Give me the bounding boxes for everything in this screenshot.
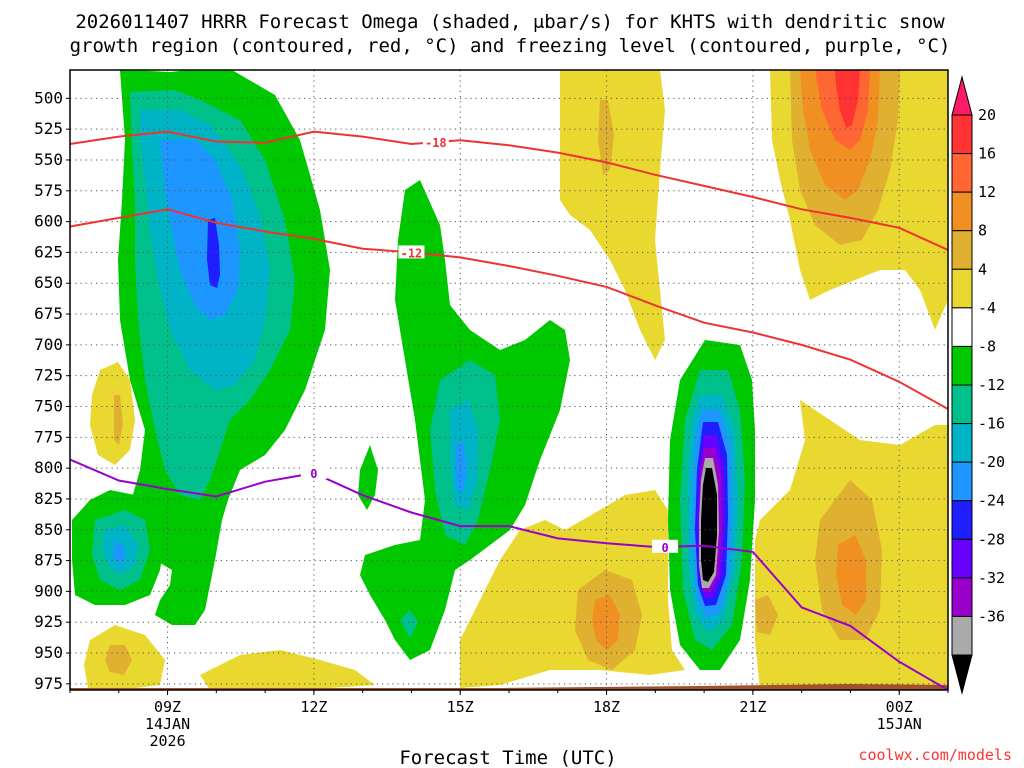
contour-label-freezing-level-2: 0 xyxy=(310,467,317,481)
colorbar-box xyxy=(951,230,973,270)
y-tick-label-550: 550 xyxy=(34,150,63,169)
x-tick-year-09Z: 2026 xyxy=(149,732,185,750)
y-tick-label-525: 525 xyxy=(34,119,63,138)
colorbar-box xyxy=(951,461,973,502)
colorbar-label: -32 xyxy=(978,569,1005,587)
pressure-grid xyxy=(70,70,948,690)
x-tick-label-09Z: 09Z xyxy=(154,698,181,716)
omega-darkblue-upper xyxy=(207,218,220,288)
omega-orange-left-small xyxy=(114,395,123,445)
contour-labels: -18 -12 0 0 xyxy=(300,135,679,555)
y-tick-label-725: 725 xyxy=(34,366,63,385)
contour-label-dendritic-growth-top-bg xyxy=(422,135,449,149)
omega-red-upper-right xyxy=(835,70,860,128)
contour-lines xyxy=(70,130,948,690)
colorbar-box xyxy=(951,615,973,656)
colorbar-box xyxy=(951,191,973,232)
omega-black-20z xyxy=(701,468,717,582)
y-tick-label-775: 775 xyxy=(34,427,63,446)
contour-dendritic-growth-bottom xyxy=(70,208,948,410)
colorbar-top-arrow xyxy=(951,75,973,116)
omega-teal-small-925 xyxy=(400,610,418,638)
colorbar-box xyxy=(951,307,973,347)
contour-label-freezing-level: 0 xyxy=(661,541,668,555)
y-tick-label-800: 800 xyxy=(34,458,63,477)
omega-blue-lowerleft xyxy=(113,540,126,565)
colorbar-box xyxy=(951,577,973,617)
contour-freezing-level xyxy=(70,458,948,690)
omega-green-small-13z xyxy=(358,445,378,510)
colorbar-label: -36 xyxy=(978,607,1005,625)
omega-orange2-lower-right xyxy=(836,535,866,615)
omega-yellow-upper-right-edge xyxy=(935,70,948,180)
colorbar-box xyxy=(951,500,973,540)
y-tick-label-650: 650 xyxy=(34,273,63,292)
colorbar-label: 8 xyxy=(978,222,987,240)
y-tick-label-700: 700 xyxy=(34,335,63,354)
colorbar-box xyxy=(951,423,973,463)
x-tick-label-00Z: 00Z xyxy=(886,698,913,716)
colorbar-label: -20 xyxy=(978,453,1005,471)
x-tick-label-12Z: 12Z xyxy=(300,698,327,716)
y-tick-label-850: 850 xyxy=(34,520,63,539)
omega-blue-15z xyxy=(456,440,467,495)
omega-orange-21z-small xyxy=(755,595,778,635)
surface-terrain xyxy=(70,684,948,690)
y-tick-label-950: 950 xyxy=(34,643,63,662)
credit-text: coolwx.com/models xyxy=(858,746,1012,764)
y-tick-label-500: 500 xyxy=(34,88,63,107)
colorbar-label: 20 xyxy=(978,106,996,124)
contour-label-dendritic-growth-bottom: -12 xyxy=(401,246,423,260)
colorbar-bottom-arrow xyxy=(951,654,973,695)
colorbar-label: -16 xyxy=(978,415,1005,433)
x-axis-label: Forecast Time (UTC) xyxy=(399,747,616,768)
chart-title-line-1: 2026011407 HRRR Forecast Omega (shaded, … xyxy=(75,11,945,33)
y-tick-label-600: 600 xyxy=(34,212,63,231)
omega-orange-upper-18z xyxy=(598,100,614,175)
colorbar-label: 12 xyxy=(978,183,996,201)
x-tick-date-09Z: 14JAN xyxy=(145,715,190,733)
y-tick-label-750: 750 xyxy=(34,397,63,416)
colorbar-label: 4 xyxy=(978,260,987,278)
colorbar-box xyxy=(951,153,973,193)
y-tick-label-875: 875 xyxy=(34,551,63,570)
omega-yellow-left-small xyxy=(90,362,135,465)
colorbar-label: -24 xyxy=(978,492,1005,510)
x-tick-label-18Z: 18Z xyxy=(593,698,620,716)
y-tick-label-675: 675 xyxy=(34,304,63,323)
colorbar-label: -4 xyxy=(978,299,996,317)
omega-orange-bottom-left xyxy=(105,645,132,675)
chart-title-line-2: growth region (contoured, red, °C) and f… xyxy=(70,35,951,57)
y-tick-label-975: 975 xyxy=(34,674,63,693)
colorbar-label: -28 xyxy=(978,530,1005,548)
y-tick-label-925: 925 xyxy=(34,612,63,631)
y-tick-label-900: 900 xyxy=(34,581,63,600)
colorbar-box xyxy=(951,114,973,155)
contour-label-freezing-level-bg xyxy=(652,539,679,553)
colorbar-box xyxy=(951,384,973,425)
colorbar-box xyxy=(951,538,973,579)
x-tick-label-15Z: 15Z xyxy=(447,698,474,716)
y-tick-label-625: 625 xyxy=(34,242,63,261)
contour-label-dendritic-growth-top: -18 xyxy=(425,136,447,150)
contour-label-freezing-level-2-bg xyxy=(300,466,327,480)
x-tick-date-00Z: 15JAN xyxy=(877,715,922,733)
contour-dendritic-growth-top xyxy=(70,130,948,251)
y-axis: 500 525 550 575 600 625 650 675 700 725 750 775 800 8… xyxy=(34,88,70,693)
omega-colorbar: 20 16 12 8 4 -4 -8 -12 -16 -20 -24 -28 -32 -36 xyxy=(951,75,1005,695)
omega-yellow-bottom-12z xyxy=(200,650,375,690)
omega-yellow-upper-18z xyxy=(560,70,665,360)
y-tick-label-825: 825 xyxy=(34,489,63,508)
colorbar-box xyxy=(951,268,973,309)
colorbar-box xyxy=(951,345,973,386)
contour-label-dendritic-growth-bottom-bg xyxy=(398,245,425,259)
colorbar-label: 16 xyxy=(978,145,996,163)
colorbar-label: -12 xyxy=(978,376,1005,394)
x-tick-label-21Z: 21Z xyxy=(739,698,766,716)
colorbar-label: -8 xyxy=(978,337,996,355)
y-tick-label-575: 575 xyxy=(34,181,63,200)
